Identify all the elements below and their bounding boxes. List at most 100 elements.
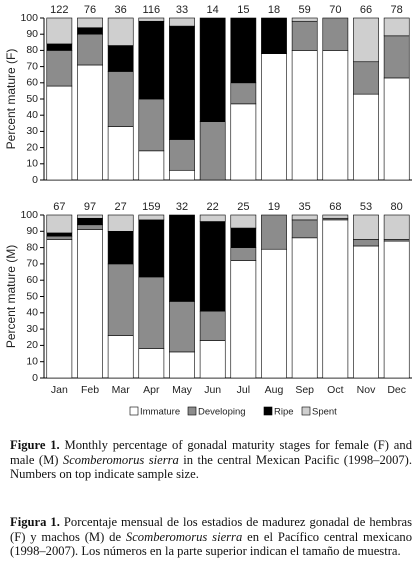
bar-segment — [291, 219, 318, 239]
legend-label: Immature — [140, 407, 180, 418]
bar-segment — [77, 33, 103, 66]
y-tick-label: 20 — [26, 339, 38, 351]
y-tick-label: 30 — [26, 125, 38, 137]
bar-segment — [77, 17, 103, 29]
bar-segment — [107, 214, 134, 232]
bar-segment — [77, 229, 103, 379]
bar-segment — [383, 77, 410, 181]
bar-segment — [353, 239, 379, 247]
x-tick-label: Jun — [204, 384, 221, 396]
bar-segment — [77, 27, 103, 35]
sample-size: 68 — [329, 201, 341, 213]
sample-size: 35 — [299, 201, 311, 213]
sample-size: 25 — [237, 201, 249, 213]
bar-segment — [46, 214, 73, 234]
bar-segment — [353, 61, 379, 95]
sample-size: 22 — [207, 201, 219, 213]
bar-segment — [77, 224, 103, 230]
sample-size: 53 — [360, 201, 372, 213]
bar-segment — [322, 219, 349, 379]
bar-segment — [138, 276, 165, 349]
bar-segment — [138, 150, 165, 181]
caption-es: Figura 1. Porcentaje mensual de los esta… — [10, 515, 412, 559]
bar-segment — [77, 64, 103, 181]
bar-segment — [199, 310, 226, 341]
sample-size: 97 — [84, 201, 96, 213]
y-tick-label: 30 — [26, 323, 38, 335]
x-tick-label: Aug — [265, 384, 284, 396]
legend-label: Spent — [312, 407, 337, 418]
sample-size: 66 — [360, 4, 372, 16]
bar-segment — [322, 50, 349, 181]
bar-segment — [199, 214, 226, 222]
y-tick-label: 70 — [26, 258, 38, 270]
x-tick-label: Dec — [387, 384, 406, 396]
y-tick-label: 20 — [26, 141, 38, 153]
bar-segment — [383, 240, 410, 379]
bar-segment — [199, 221, 226, 312]
x-tick-label: May — [172, 384, 193, 396]
species-name: Scomberomorus sierra — [125, 529, 243, 544]
y-axis-label: Percent mature (F) — [4, 49, 18, 150]
y-tick-label: 40 — [26, 109, 38, 121]
caption-en: Figure 1. Monthly percentage of gonadal … — [10, 438, 412, 482]
bar-segment — [107, 45, 134, 72]
y-tick-label: 10 — [26, 355, 38, 367]
bar-segment — [107, 231, 134, 265]
sample-size: 15 — [237, 4, 249, 16]
y-axis-label: Percent mature (M) — [4, 245, 18, 348]
caption-label: Figura 1. — [10, 515, 60, 529]
bar-segment — [138, 219, 165, 278]
bar-segment — [291, 50, 318, 181]
bar-segment — [199, 121, 226, 181]
x-tick-label: Sep — [295, 384, 314, 396]
bar-segment — [322, 214, 349, 219]
bar-segment — [46, 85, 73, 181]
y-tick-label: 100 — [20, 12, 38, 24]
bar-segment — [261, 53, 287, 181]
y-tick-label: 80 — [26, 241, 38, 253]
x-tick-label: Jan — [51, 384, 68, 396]
legend-label: Ripe — [274, 407, 294, 418]
caption-text: en el Pacífico central mexicano (1998–20… — [10, 529, 413, 559]
sample-size: 19 — [268, 201, 280, 213]
bar-segment — [169, 351, 195, 379]
bar-segment — [46, 17, 73, 45]
sample-size: 116 — [143, 4, 161, 16]
bar-segment — [138, 20, 165, 100]
caption-text: Monthly percentage of gonadal maturity s… — [10, 438, 412, 467]
bar-segment — [261, 214, 287, 250]
bar-segment — [46, 232, 73, 237]
bar-segment — [230, 214, 257, 229]
bar-segment — [169, 214, 195, 302]
sample-size: 14 — [207, 4, 219, 16]
x-tick-label: Nov — [357, 384, 376, 396]
bar-segment — [46, 50, 73, 87]
y-tick-label: 10 — [26, 158, 38, 170]
caption-text: Porcentaje mensual de los estadios de ma… — [10, 515, 413, 544]
bar-segment — [107, 71, 134, 127]
sample-size: 67 — [53, 201, 65, 213]
bar-segment — [199, 340, 226, 379]
bar-segment — [230, 103, 257, 181]
y-tick-label: 70 — [26, 60, 38, 72]
legend-swatch — [129, 406, 139, 416]
bar-segment — [138, 214, 165, 221]
bar-segment — [138, 98, 165, 152]
bar-segment — [107, 17, 134, 46]
bar-segment — [77, 214, 103, 219]
bar-segment — [46, 43, 73, 51]
bar-segment — [261, 17, 287, 54]
bar-segment — [291, 17, 318, 22]
bar-segment — [291, 20, 318, 51]
sample-size: 33 — [176, 4, 188, 16]
y-tick-label: 0 — [32, 174, 38, 186]
bar-segment — [107, 126, 134, 181]
x-tick-label: Jul — [237, 384, 250, 396]
legend-swatch — [187, 406, 197, 416]
bar-segment — [353, 214, 379, 240]
y-tick-label: 90 — [26, 225, 38, 237]
bar-segment — [169, 301, 195, 353]
bar-segment — [230, 247, 257, 261]
